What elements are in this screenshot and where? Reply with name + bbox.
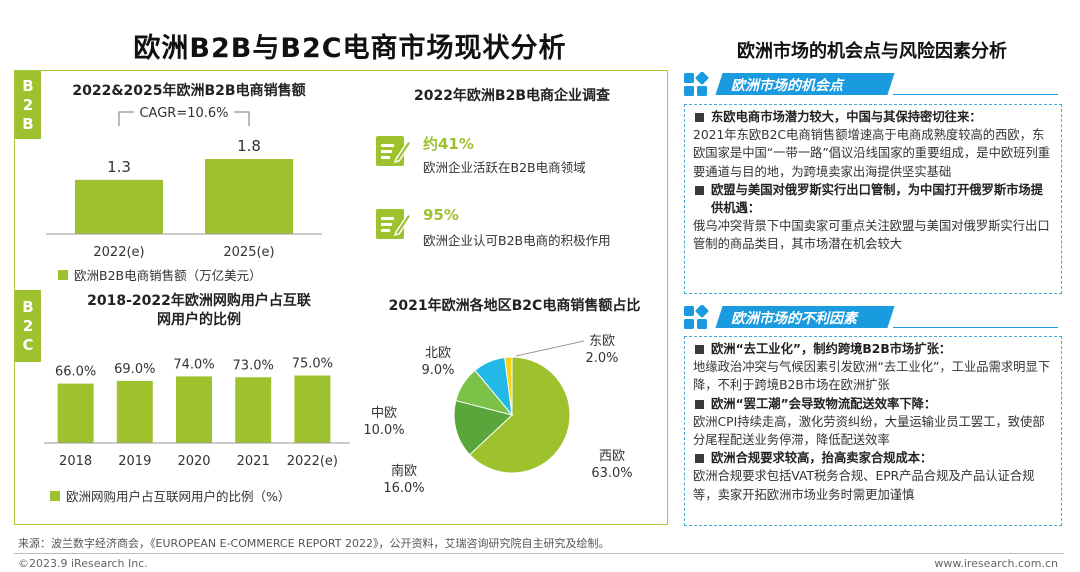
edit-note-icon: [376, 136, 411, 166]
bar: [176, 376, 212, 443]
chart-title-line: 2018-2022年欧洲网购用户占互联: [87, 293, 311, 309]
b2b-sales-chart: 1.3 2022(e) 1.8 2025(e) 欧洲B2B电商销售额（万亿美元） CAGR…: [46, 103, 322, 283]
band-letter: B: [22, 76, 34, 95]
online-shopper-chart-title: 2018-2022年欧洲网购用户占互联 网用户的比例: [44, 292, 354, 330]
risks-header: 欧洲市场的不利因素: [683, 303, 1063, 329]
pie-slice: [453, 399, 514, 456]
tick-label: 2021: [237, 454, 270, 469]
pie-slice-value: 9.0%: [421, 363, 454, 378]
survey-description: 欧洲企业认可B2B电商的积极作用: [423, 233, 611, 248]
online-shopper-chart: 66.0% 2018 69.0% 2019 74.0% 2020 73.0% 2021 75.0…: [44, 357, 350, 504]
legend-label: 欧洲B2B电商销售额（万亿美元）: [74, 268, 262, 283]
risks-heading: 欧洲市场的不利因素: [731, 311, 857, 327]
pie-slice: [504, 356, 513, 416]
risk-point-title: 欧洲“去工业化”，制约跨境B2B市场扩张：: [693, 340, 1053, 358]
survey-percentage: 95%: [423, 206, 459, 224]
section-divider: [893, 327, 1058, 328]
opportunities-header: 欧洲市场的机会点: [683, 70, 1063, 96]
pie-slice-name: 南欧: [391, 463, 417, 479]
pie-slice-name: 西欧: [599, 449, 625, 464]
data-label: 69.0%: [114, 362, 155, 377]
survey-percentage: 约41%: [423, 135, 474, 153]
source-note: 来源：波兰数字经济商会，《EUROPEAN E-COMMERCE REPORT …: [18, 537, 610, 550]
b2b-sales-chart-title: 2022&2025年欧洲B2B电商销售额: [72, 83, 306, 99]
tick-label: 2022(e): [93, 245, 144, 260]
pie-slice-value: 10.0%: [363, 423, 404, 438]
edit-note-icon: [376, 209, 411, 239]
pie-slice-name: 东欧: [589, 334, 615, 349]
page-title: 欧洲B2B与B2C电商市场现状分析: [133, 33, 567, 64]
b2c-band: B 2 C: [15, 290, 41, 362]
grid-tiles-icon: [684, 305, 709, 329]
risk-point-title: 欧洲合规要求较高，抬高卖家合规成本：: [693, 449, 1053, 467]
pie-slice-value: 16.0%: [383, 481, 424, 496]
risk-point-title: 欧洲“罢工潮”会导致物流配送效率下降：: [693, 395, 1053, 413]
legend-swatch: [58, 270, 68, 280]
opportunity-point-title: 东欧电商市场潜力较大，中国与其保持密切往来：: [693, 108, 1053, 126]
opportunity-point-body: 2021年东欧B2C电商销售额增速高于电商成熟度较高的西欧，东欧国家是中国“一带…: [693, 128, 1051, 179]
b2c-region-pie-chart: 西欧 63.0% 南欧 16.0% 中欧 10.0% 北欧 9.0% 东欧 2.0%: [363, 334, 632, 496]
bar: [75, 179, 163, 234]
bar: [294, 375, 331, 443]
survey-title: 2022年欧洲B2B电商企业调查: [413, 88, 611, 104]
pie-slice-value: 2.0%: [585, 351, 618, 366]
band-letter: 2: [22, 95, 34, 114]
bar: [235, 377, 272, 443]
pie-slice-name: 中欧: [371, 406, 397, 421]
chart-title-line: 网用户的比例: [157, 312, 241, 328]
grid-tiles-icon: [684, 72, 709, 96]
tick-label: 2020: [177, 454, 210, 469]
tick-label: 2018: [59, 454, 92, 469]
tick-label: 2019: [118, 454, 151, 469]
data-label: 73.0%: [233, 358, 274, 373]
section-divider: [893, 94, 1058, 95]
band-letter: 2: [22, 316, 34, 335]
website-url: www.iresearch.com.cn: [934, 557, 1058, 570]
survey-description: 欧洲企业活跃在B2B电商领域: [423, 160, 586, 175]
risks-box: 欧洲“去工业化”，制约跨境B2B市场扩张： 地缘政治冲突与气候因素引发欧洲“去工…: [684, 336, 1062, 526]
band-letter: B: [22, 297, 34, 316]
data-label: 74.0%: [173, 357, 214, 372]
copyright: ©2023.9 iResearch Inc.: [18, 557, 148, 570]
data-label: 75.0%: [292, 357, 333, 372]
pie-slice-name: 北欧: [425, 346, 451, 361]
opportunities-box: 东欧电商市场潜力较大，中国与其保持密切往来： 2021年东欧B2C电商销售额增速…: [684, 104, 1062, 294]
cagr-label-bg: [134, 103, 234, 121]
opportunity-point-title: 欧盟与美国对俄罗斯实行出口管制，为中国打开俄罗斯市场提供机遇：: [693, 181, 1053, 217]
b2b-band: B 2 B: [15, 71, 41, 139]
risk-point-body: 欧洲CPI持续走高，激化劳资纠纷，大量运输业员工罢工，致使部分尾程配送业务停滞，…: [693, 414, 1045, 448]
tick-label: 2022(e): [287, 454, 338, 469]
opportunities-heading: 欧洲市场的机会点: [731, 78, 843, 94]
data-label: 66.0%: [55, 365, 96, 380]
risk-point-body: 欧洲合规要求包括VAT税务合规、EPR产品合规及产品认证合规等，卖家开拓欧洲市场…: [693, 469, 1035, 502]
risk-point-body: 地缘政治冲突与气候因素引发欧洲“去工业化”，工业品需求明显下降，不利于跨境B2B…: [693, 360, 1051, 393]
data-label: 1.3: [107, 158, 131, 176]
pie-slice: [469, 356, 571, 474]
left-panel-frame: B 2 B B 2 C: [14, 70, 668, 525]
legend-swatch: [50, 491, 60, 501]
bar: [205, 159, 293, 234]
data-label: 1.8: [237, 137, 261, 155]
b2c-region-pie-title: 2021年欧洲各地区B2C电商销售额占比: [388, 298, 641, 314]
right-panel-title: 欧洲市场的机会点与风险因素分析: [737, 41, 1007, 62]
legend-label: 欧洲网购用户占互联网用户的比例（%）: [66, 489, 290, 504]
pie-slice-value: 63.0%: [591, 466, 632, 481]
bar: [57, 383, 94, 443]
footer-divider: [14, 553, 1064, 554]
bar: [116, 380, 153, 443]
opportunity-point-body: 俄乌冲突背景下中国卖家可重点关注欧盟与美国对俄罗斯实行出口管制的商品类目，其市场…: [693, 219, 1050, 252]
band-letter: C: [22, 335, 34, 354]
leader-line: [515, 340, 585, 357]
tick-label: 2025(e): [223, 245, 274, 260]
cagr-annotation: CAGR=10.6%: [139, 106, 228, 121]
band-letter: B: [22, 114, 34, 133]
